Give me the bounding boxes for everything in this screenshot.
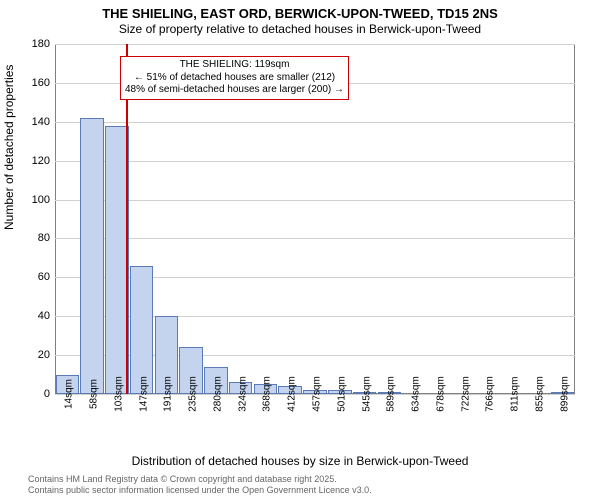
y-tick-label: 100	[32, 194, 55, 206]
x-tick-label: 545sqm	[357, 376, 372, 412]
y-tick-label: 140	[32, 116, 55, 128]
bar	[80, 118, 104, 394]
y-tick-label: 180	[32, 38, 55, 50]
x-tick-label: 368sqm	[258, 376, 273, 412]
x-tick-label: 899sqm	[555, 376, 570, 412]
x-tick-label: 235sqm	[184, 376, 199, 412]
gridline	[55, 200, 575, 201]
gridline	[55, 238, 575, 239]
attribution-footnote: Contains HM Land Registry data © Crown c…	[28, 474, 372, 496]
annotation-line: THE SHIELING: 119sqm	[125, 59, 344, 72]
x-tick-label: 191sqm	[159, 376, 174, 412]
x-tick-label: 280sqm	[208, 376, 223, 412]
x-tick-label: 811sqm	[506, 377, 521, 412]
gridline	[55, 44, 575, 45]
gridline	[55, 161, 575, 162]
footnote-line: Contains HM Land Registry data © Crown c…	[28, 474, 372, 485]
x-tick-label: 634sqm	[407, 376, 422, 412]
y-tick-label: 20	[38, 349, 55, 361]
annotation-line: ← 51% of detached houses are smaller (21…	[125, 72, 344, 85]
y-axis-label: Number of detached properties	[2, 65, 16, 230]
x-tick-label: 324sqm	[233, 376, 248, 412]
bar	[105, 126, 129, 394]
annotation-line: 48% of semi-detached houses are larger (…	[125, 84, 344, 97]
x-tick-label: 678sqm	[431, 376, 446, 412]
footnote-line: Contains public sector information licen…	[28, 485, 372, 496]
bar	[130, 266, 154, 394]
x-tick-label: 589sqm	[382, 376, 397, 412]
property-size-chart: THE SHIELING, EAST ORD, BERWICK-UPON-TWE…	[0, 0, 600, 500]
x-tick-label: 722sqm	[456, 376, 471, 412]
y-tick-label: 80	[38, 232, 55, 244]
x-tick-label: 14sqm	[60, 379, 75, 409]
x-tick-label: 457sqm	[308, 376, 323, 412]
x-tick-label: 147sqm	[134, 376, 149, 412]
plot-area: 02040608010012014016018014sqm58sqm103sqm…	[55, 44, 575, 394]
x-tick-label: 412sqm	[283, 376, 298, 412]
x-tick-label: 766sqm	[481, 376, 496, 412]
x-tick-label: 103sqm	[109, 376, 124, 412]
annotation-box: THE SHIELING: 119sqm← 51% of detached ho…	[120, 56, 349, 100]
x-tick-label: 855sqm	[530, 376, 545, 412]
x-axis-label: Distribution of detached houses by size …	[0, 454, 600, 468]
chart-title-main: THE SHIELING, EAST ORD, BERWICK-UPON-TWE…	[0, 6, 600, 21]
gridline	[55, 122, 575, 123]
y-tick-label: 40	[38, 310, 55, 322]
x-tick-label: 501sqm	[332, 376, 347, 412]
chart-title-sub: Size of property relative to detached ho…	[0, 22, 600, 36]
y-tick-label: 60	[38, 271, 55, 283]
y-tick-label: 0	[44, 388, 55, 400]
x-tick-label: 58sqm	[85, 379, 100, 409]
y-tick-label: 120	[32, 155, 55, 167]
y-tick-label: 160	[32, 77, 55, 89]
